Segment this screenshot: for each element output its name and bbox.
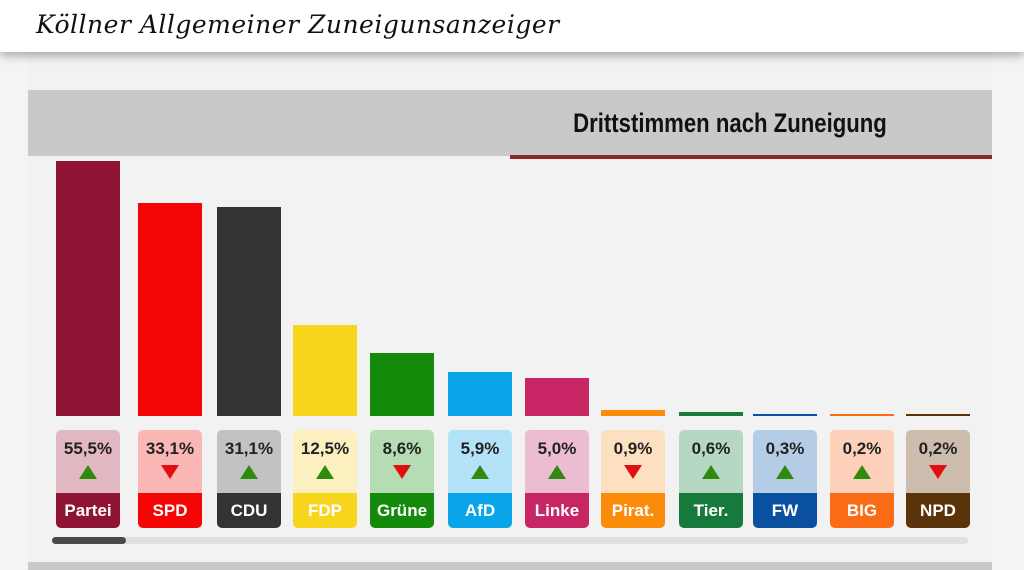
bar-9: [753, 414, 817, 416]
trend-up-icon: [702, 465, 720, 479]
value-box: 55,5%: [56, 430, 120, 493]
category-label: Grüne: [370, 493, 434, 528]
party-card[interactable]: 0,3% FW: [753, 430, 817, 528]
value-box: 33,1%: [138, 430, 202, 493]
category-label: Pirat.: [601, 493, 665, 528]
party-card[interactable]: 0,2% BIG: [830, 430, 894, 528]
category-label: SPD: [138, 493, 202, 528]
category-label: CDU: [217, 493, 281, 528]
trend-down-icon: [929, 465, 947, 479]
value-box: 8,6%: [370, 430, 434, 493]
category-label: BIG: [830, 493, 894, 528]
party-card[interactable]: 8,6% Grüne: [370, 430, 434, 528]
data-label: 0,2%: [842, 439, 882, 458]
category-label: FW: [753, 493, 817, 528]
title-underline: [510, 155, 992, 159]
value-box: 12,5%: [293, 430, 357, 493]
value-box: 31,1%: [217, 430, 281, 493]
bar-5: [448, 372, 512, 416]
trend-up-icon: [471, 465, 489, 479]
party-card[interactable]: 31,1% CDU: [217, 430, 281, 528]
bar-7: [601, 410, 665, 416]
data-label: 0,2%: [918, 439, 958, 458]
party-card[interactable]: 55,5% Partei: [56, 430, 120, 528]
data-label: 33,1%: [145, 439, 195, 458]
trend-down-icon: [624, 465, 642, 479]
party-card[interactable]: 5,0% Linke: [525, 430, 589, 528]
data-label: 55,5%: [63, 439, 113, 458]
party-card[interactable]: 33,1% SPD: [138, 430, 202, 528]
trend-up-icon: [853, 465, 871, 479]
value-box: 0,6%: [679, 430, 743, 493]
bar-11: [906, 414, 970, 416]
data-label: 8,6%: [382, 439, 422, 458]
trend-up-icon: [79, 465, 97, 479]
trend-up-icon: [316, 465, 334, 479]
bar-2: [217, 207, 281, 416]
data-label: 31,1%: [224, 439, 274, 458]
bar-4: [370, 353, 434, 416]
party-card[interactable]: 0,2% NPD: [906, 430, 970, 528]
value-box: 0,3%: [753, 430, 817, 493]
trend-down-icon: [161, 465, 179, 479]
value-box: 0,9%: [601, 430, 665, 493]
party-card[interactable]: 12,5% FDP: [293, 430, 357, 528]
data-label: 12,5%: [300, 439, 350, 458]
bar-0: [56, 161, 120, 416]
party-card[interactable]: 0,6% Tier.: [679, 430, 743, 528]
value-box: 5,9%: [448, 430, 512, 493]
horizontal-scrollbar-thumb[interactable]: [52, 537, 126, 544]
data-label: 0,3%: [765, 439, 805, 458]
chart-header-band: [28, 90, 992, 156]
party-card[interactable]: 0,9% Pirat.: [601, 430, 665, 528]
data-label: 5,9%: [460, 439, 500, 458]
horizontal-scrollbar-track[interactable]: [52, 537, 968, 544]
category-label: NPD: [906, 493, 970, 528]
category-label: AfD: [448, 493, 512, 528]
bar-10: [830, 414, 894, 416]
value-box: 0,2%: [906, 430, 970, 493]
site-logo[interactable]: Köllner Allgemeiner Zuneigunsanzeiger: [36, 10, 560, 39]
category-label: FDP: [293, 493, 357, 528]
bar-1: [138, 203, 202, 416]
data-label: 5,0%: [537, 439, 577, 458]
site-header: Köllner Allgemeiner Zuneigunsanzeiger: [0, 0, 1024, 52]
bar-6: [525, 378, 589, 416]
footer-band: [28, 562, 992, 570]
value-box: 0,2%: [830, 430, 894, 493]
trend-up-icon: [548, 465, 566, 479]
trend-down-icon: [393, 465, 411, 479]
bar-8: [679, 412, 743, 416]
category-label: Tier.: [679, 493, 743, 528]
trend-up-icon: [240, 465, 258, 479]
category-label: Linke: [525, 493, 589, 528]
category-label: Partei: [56, 493, 120, 528]
chart-title: Drittstimmen nach Zuneigung: [573, 108, 887, 138]
data-label: 0,9%: [613, 439, 653, 458]
data-label: 0,6%: [691, 439, 731, 458]
bar-3: [293, 325, 357, 416]
value-box: 5,0%: [525, 430, 589, 493]
trend-up-icon: [776, 465, 794, 479]
party-card[interactable]: 5,9% AfD: [448, 430, 512, 528]
